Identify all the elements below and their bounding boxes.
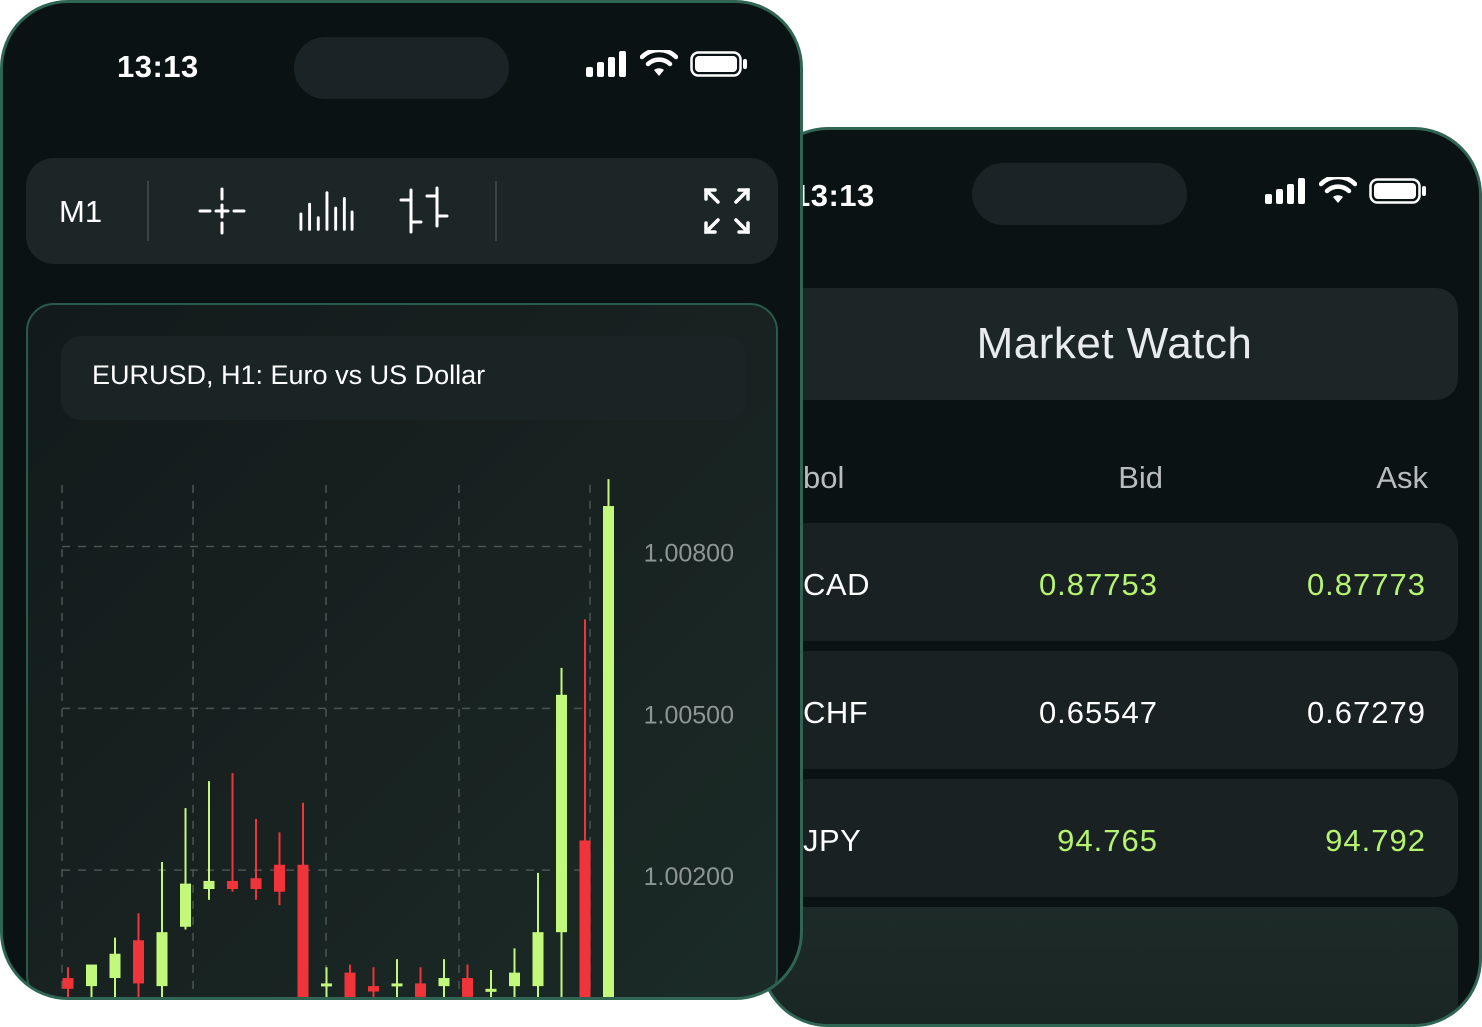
candlestick-chart[interactable]: 1.00800 1.00500 1.00200 (28, 305, 778, 1000)
candle-bull (203, 880, 215, 890)
candle-bull (556, 694, 567, 933)
battery-icon (690, 51, 747, 77)
candle-bull (180, 883, 191, 927)
candle-bear (368, 986, 379, 992)
chart-type-button[interactable] (396, 185, 452, 237)
row-ask: 0.67279 (1306, 695, 1426, 730)
candle-bear (274, 864, 285, 892)
row-ask: 0.87773 (1306, 567, 1426, 602)
candlestick-type-icon (399, 186, 449, 234)
chart-card[interactable]: 1.00800 1.00500 1.00200 EURUSD, H1: Euro v… (26, 303, 778, 1000)
chart-toolbar: M1 (26, 158, 778, 264)
wifi-icon (640, 50, 678, 76)
wifi-icon (1319, 177, 1357, 203)
chart-title: EURUSD, H1: Euro vs US Dollar (92, 360, 486, 390)
market-watch-title: Market Watch (976, 319, 1253, 368)
toolbar-divider (495, 181, 497, 241)
candle-bull (509, 972, 520, 987)
candle-bear (250, 878, 262, 890)
market-watch-phone: 13:13 Market Watch bol Bid Ask CAD 0.877… (760, 127, 1482, 1027)
dynamic-island (972, 163, 1187, 225)
row-symbol: CHF (803, 695, 869, 730)
candle-bear (415, 983, 426, 997)
table-row[interactable]: CHF 0.65547 0.67279 (763, 651, 1458, 769)
status-icons (586, 50, 748, 78)
battery-icon (1369, 178, 1426, 204)
status-time: 13:13 (793, 178, 875, 213)
column-ask: Ask (1376, 460, 1428, 495)
candle-bear (227, 880, 238, 890)
table-row[interactable]: JPY 94.765 94.792 (763, 779, 1458, 897)
volume-bars-button[interactable] (298, 185, 354, 237)
candle-bear (579, 840, 591, 997)
fullscreen-button[interactable] (699, 185, 755, 237)
candle-bear (344, 972, 356, 997)
timeframe-button[interactable]: M1 (59, 194, 103, 229)
toolbar-divider (147, 181, 149, 241)
y-tick-label: 1.00200 (644, 863, 734, 891)
row-symbol: CAD (803, 567, 870, 602)
status-time: 13:13 (117, 49, 199, 84)
column-headers: bol Bid Ask (763, 460, 1463, 500)
table-row[interactable]: CAD 0.87753 0.87773 (763, 523, 1458, 641)
chart-title-bar: EURUSD, H1: Euro vs US Dollar (61, 336, 746, 420)
candle-bear (297, 864, 309, 997)
row-symbol: JPY (803, 823, 862, 858)
candle-bull (603, 506, 614, 997)
crosshair-icon (198, 187, 246, 235)
candle-bull (485, 988, 497, 992)
signal-icon (1265, 178, 1305, 204)
status-icons (1265, 177, 1427, 205)
table-row[interactable] (763, 907, 1458, 1024)
y-tick-label: 1.00500 (644, 701, 734, 729)
signal-icon (586, 51, 626, 77)
candle-bull (532, 932, 544, 987)
market-watch-header: Market Watch (763, 288, 1458, 400)
candle-bull (109, 953, 121, 979)
crosshair-button[interactable] (194, 185, 250, 237)
column-symbol: bol (803, 460, 845, 495)
y-tick-label: 1.00800 (644, 539, 734, 567)
row-ask: 94.792 (1325, 823, 1426, 858)
row-bid: 0.87753 (1038, 567, 1158, 602)
row-bid: 94.765 (1057, 823, 1158, 858)
candle-bull (321, 983, 332, 987)
row-bid: 0.65547 (1038, 695, 1158, 730)
dynamic-island (294, 37, 509, 99)
volume-bars-icon (299, 191, 354, 231)
candle-bull (86, 964, 97, 987)
candle-bear (462, 978, 473, 997)
fullscreen-icon (704, 188, 750, 234)
chart-phone: 13:13 M1 (0, 0, 803, 1000)
candle-bull (156, 932, 168, 987)
candle-bear (133, 940, 144, 984)
candle-bear (62, 978, 74, 989)
candle-bull (438, 978, 450, 987)
column-bid: Bid (1118, 460, 1163, 495)
candle-bull (391, 983, 403, 987)
